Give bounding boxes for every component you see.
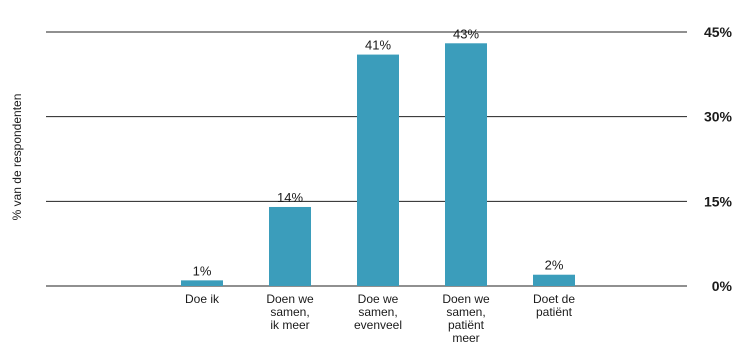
data-label: 43%: [453, 26, 479, 41]
x-tick-label: Doen we samen, ik meer: [266, 292, 314, 332]
x-tick-label: Doe we samen, evenveel: [354, 292, 402, 332]
data-label: 14%: [277, 190, 303, 205]
bars: [181, 43, 575, 287]
bar: [445, 43, 487, 287]
bar: [533, 274, 575, 286]
data-label: 2%: [545, 258, 564, 273]
y-tick-label: 15%: [704, 193, 733, 209]
bar: [269, 206, 311, 286]
x-tick-label: Doen we samen, patiënt meer: [442, 292, 490, 345]
x-axis-labels: Doe ik Doen we samen, ik meer Doe we samen, ev…: [185, 292, 575, 345]
x-tick-label: Doet de patiënt: [533, 292, 575, 319]
y-tick-label: 45%: [704, 24, 733, 40]
y-tick-label: 30%: [704, 109, 733, 125]
y-tick-label: 0%: [712, 278, 733, 294]
y-axis-tick-labels: 0% 15% 30% 45%: [704, 24, 733, 294]
data-label: 41%: [365, 38, 391, 53]
bar: [357, 54, 399, 287]
x-tick-label: Doe ik: [185, 292, 220, 306]
y-axis-title: % van de respondenten: [10, 94, 24, 221]
data-labels: 1% 14% 41% 43% 2%: [193, 26, 564, 278]
bar: [181, 280, 223, 286]
data-label: 1%: [193, 263, 212, 278]
